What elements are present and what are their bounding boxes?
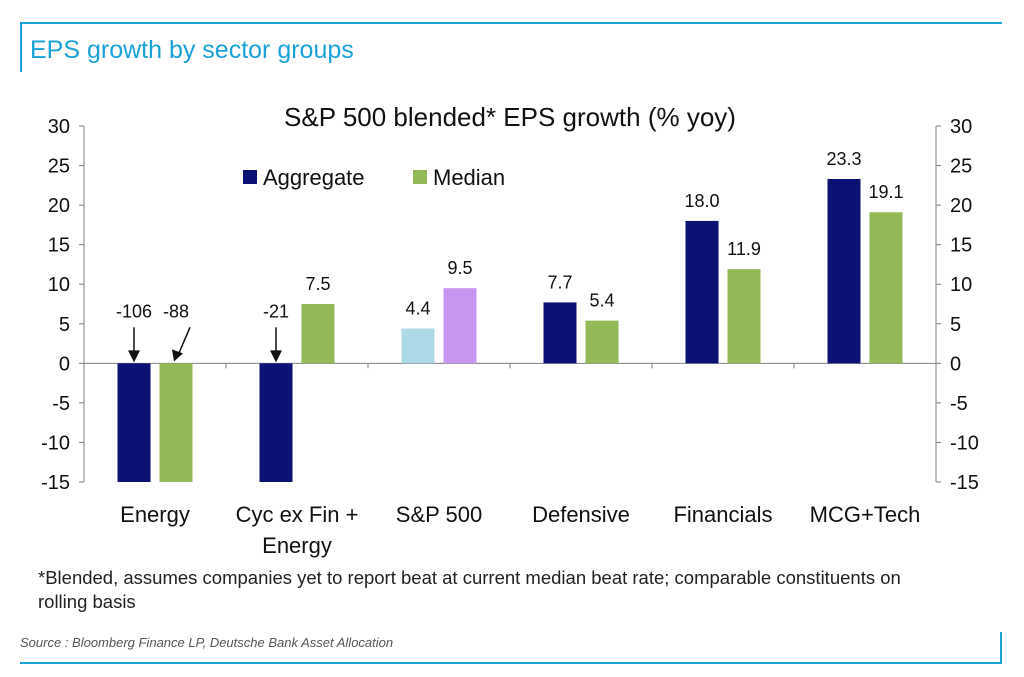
off-scale-arrowhead	[270, 350, 282, 363]
legend-label: Aggregate	[263, 165, 365, 190]
off-scale-arrowhead	[172, 349, 183, 362]
median-bar	[869, 212, 903, 364]
aggregate-bar	[259, 363, 293, 482]
aggregate-bar	[117, 363, 151, 482]
data-label: 4.4	[405, 299, 430, 319]
y-tick-label-right: 25	[950, 156, 972, 178]
y-tick-label-left: 25	[48, 156, 70, 178]
data-label: 18.0	[684, 191, 719, 211]
data-label: -106	[116, 301, 152, 321]
frame-bottom-rule	[20, 662, 1002, 664]
legend-swatch	[413, 170, 427, 184]
data-label: -21	[263, 301, 289, 321]
legend-label: Median	[433, 165, 505, 190]
y-tick-label-left: 20	[48, 195, 70, 217]
aggregate-bar	[401, 328, 435, 364]
off-scale-arrow	[177, 327, 191, 356]
median-bar	[443, 288, 477, 364]
aggregate-bar	[543, 302, 577, 364]
data-label: 11.9	[727, 239, 761, 259]
y-tick-label-right: 20	[950, 195, 972, 217]
x-category-label: MCG+Tech	[810, 502, 921, 527]
x-category-label: Energy	[262, 533, 332, 558]
x-category-label: Defensive	[532, 502, 630, 527]
chart-title: S&P 500 blended* EPS growth (% yoy)	[284, 102, 736, 132]
y-tick-label-left: -15	[41, 472, 70, 494]
data-label: 5.4	[589, 291, 614, 311]
y-tick-label-right: -5	[950, 393, 968, 415]
y-tick-label-left: 15	[48, 235, 70, 257]
data-label: 23.3	[826, 149, 861, 169]
slide-title: EPS growth by sector groups	[30, 36, 354, 64]
median-bar	[727, 269, 761, 364]
off-scale-arrowhead	[128, 350, 140, 363]
data-label: 9.5	[447, 258, 472, 278]
aggregate-bar	[685, 220, 719, 364]
frame-right-rule	[1000, 632, 1002, 664]
legend-swatch	[243, 170, 257, 184]
data-label: 7.5	[305, 274, 330, 294]
y-tick-label-right: 30	[950, 116, 972, 138]
y-tick-label-left: 10	[48, 274, 70, 296]
y-tick-label-right: 10	[950, 274, 972, 296]
data-label: 7.7	[547, 272, 572, 292]
data-label: 19.1	[868, 182, 903, 202]
source-note: Source : Bloomberg Finance LP, Deutsche …	[20, 635, 394, 650]
y-tick-label-right: -15	[950, 472, 979, 494]
aggregate-bar	[827, 179, 861, 364]
median-bar	[301, 304, 335, 364]
y-tick-label-left: -5	[52, 393, 70, 415]
y-tick-label-left: -10	[41, 432, 70, 454]
footnote: *Blended, assumes companies yet to repor…	[38, 567, 901, 612]
y-tick-label-left: 30	[48, 116, 70, 138]
y-tick-label-right: -10	[950, 432, 979, 454]
x-category-label: Energy	[120, 502, 190, 527]
y-tick-label-right: 5	[950, 314, 961, 336]
y-tick-label-left: 0	[59, 353, 70, 375]
y-tick-label-left: 5	[59, 314, 70, 336]
y-tick-label-right: 15	[950, 235, 972, 257]
x-category-label: Cyc ex Fin +	[236, 502, 359, 527]
x-category-label: S&P 500	[396, 502, 482, 527]
x-category-label: Financials	[673, 502, 772, 527]
frame-left-rule	[20, 22, 22, 72]
data-label: -88	[163, 301, 189, 321]
y-tick-label-right: 0	[950, 353, 961, 375]
frame-top-rule	[20, 22, 1002, 24]
median-bar	[585, 320, 619, 364]
median-bar	[159, 363, 193, 482]
